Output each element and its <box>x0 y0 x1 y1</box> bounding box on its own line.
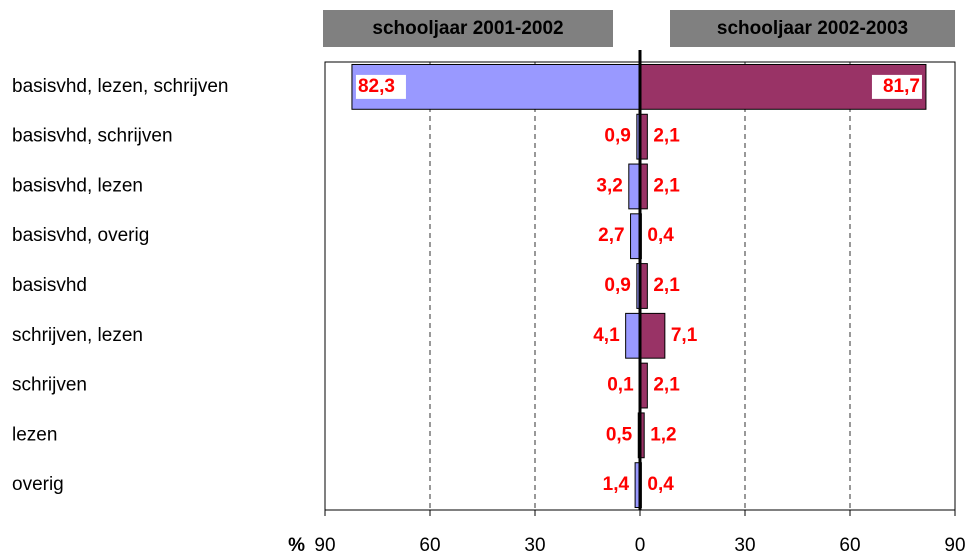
legend-label: schooljaar 2001-2002 <box>372 18 563 39</box>
value-label: 2,1 <box>653 175 680 196</box>
value-label: 2,1 <box>653 375 680 396</box>
legend-box <box>670 10 955 47</box>
y-tick-label: basisvhd <box>12 275 87 296</box>
x-tick-label: 90 <box>314 535 335 556</box>
value-label: 2,7 <box>598 225 624 246</box>
y-tick-label: schrijven, lezen <box>12 325 143 346</box>
x-tick-label: 60 <box>419 535 440 556</box>
y-tick-label: basisvhd, schrijven <box>12 126 173 147</box>
x-tick-label: 30 <box>524 535 545 556</box>
value-label: 0,9 <box>604 126 630 147</box>
value-label: 0,1 <box>607 375 634 396</box>
y-tick-label: overig <box>12 474 64 495</box>
y-tick-label: lezen <box>12 424 57 445</box>
y-tick-label: schrijven <box>12 375 87 396</box>
value-label: 81,7 <box>883 76 920 97</box>
x-tick-label: 0 <box>635 535 646 556</box>
value-label: 1,2 <box>650 424 676 445</box>
y-tick-label: basisvhd, lezen, schrijven <box>12 76 229 97</box>
value-label: 4,1 <box>593 325 620 346</box>
x-axis-label: % <box>288 535 305 556</box>
value-label: 7,1 <box>671 325 698 346</box>
bar <box>639 312 666 359</box>
y-tick-label: basisvhd, overig <box>12 225 149 246</box>
value-label: 1,4 <box>603 474 630 495</box>
value-label: 82,3 <box>358 76 395 97</box>
value-label: 3,2 <box>596 175 622 196</box>
value-label: 0,5 <box>606 424 633 445</box>
value-label: 2,1 <box>653 275 680 296</box>
bar <box>625 312 641 359</box>
value-label: 0,4 <box>647 225 674 246</box>
legend-label: schooljaar 2002-2003 <box>717 18 908 39</box>
value-label: 2,1 <box>653 126 680 147</box>
legend-box <box>323 10 613 47</box>
x-tick-label: 60 <box>839 535 860 556</box>
value-label-bg <box>871 74 922 99</box>
y-tick-label: basisvhd, lezen <box>12 175 143 196</box>
bar <box>628 163 641 210</box>
value-label: 0,4 <box>647 474 674 495</box>
x-tick-label: 30 <box>734 535 755 556</box>
value-label: 0,9 <box>604 275 630 296</box>
value-label-bg <box>355 74 406 99</box>
x-tick-label: 90 <box>944 535 965 556</box>
